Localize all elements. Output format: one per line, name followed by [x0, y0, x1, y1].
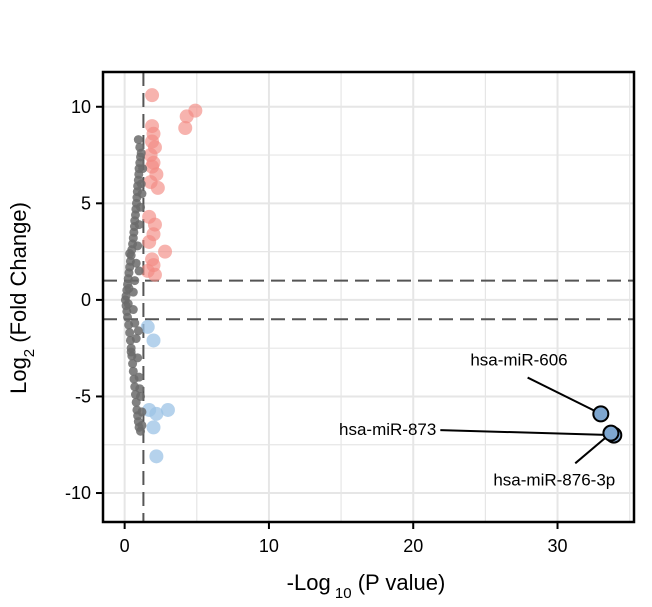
- down-point: [146, 333, 161, 348]
- y-tick-label: 0: [81, 290, 91, 310]
- ns-point: [133, 241, 143, 251]
- ns-point: [137, 189, 147, 199]
- y-axis-ticks: 10 5 0 -5 -10: [65, 97, 103, 503]
- down-point: [149, 449, 164, 464]
- ns-point: [124, 283, 134, 293]
- x-axis-title: -Log 10 (P value): [287, 570, 446, 602]
- down-point: [140, 319, 155, 334]
- y-tick-label: -10: [65, 483, 91, 503]
- callout-line: [527, 376, 602, 415]
- ns-point: [137, 407, 147, 417]
- ns-point: [130, 276, 140, 286]
- ns-point: [126, 347, 136, 357]
- ns-point: [134, 372, 144, 382]
- point-label: hsa-miR-873: [339, 420, 436, 439]
- x-tick-label: 30: [548, 536, 568, 556]
- up-point: [145, 88, 160, 103]
- ns-point: [134, 220, 144, 230]
- highlight-point: [592, 405, 610, 423]
- ns-point: [138, 164, 148, 174]
- up-point: [143, 175, 158, 190]
- y-tick-label: -5: [75, 386, 91, 406]
- up-point: [147, 267, 162, 282]
- ns-point: [128, 366, 138, 376]
- up-point: [188, 103, 203, 118]
- ns-point: [136, 179, 146, 189]
- up-point: [178, 121, 193, 136]
- ns-point: [133, 353, 143, 363]
- data-points: [120, 88, 203, 464]
- x-tick-label: 10: [259, 536, 279, 556]
- down-point: [160, 402, 175, 417]
- x-axis-ticks: 0 10 20 30: [120, 522, 568, 556]
- ns-point: [133, 135, 143, 145]
- ns-point: [136, 148, 146, 158]
- ns-point: [136, 391, 146, 401]
- y-tick-label: 10: [71, 97, 91, 117]
- ns-point: [130, 318, 140, 328]
- ns-point: [123, 299, 133, 309]
- ns-point: [125, 328, 135, 338]
- ns-point: [125, 249, 135, 259]
- up-point: [158, 244, 173, 259]
- down-point: [149, 406, 164, 421]
- annotations: hsa-miR-606 hsa-miR-873 hsa-miR-876-3p: [339, 351, 623, 489]
- ns-point: [131, 334, 141, 344]
- grid-layer: [103, 72, 634, 522]
- point-label: hsa-miR-876-3p: [493, 470, 615, 489]
- ns-point: [137, 420, 147, 430]
- highlight-point: [602, 424, 620, 442]
- ns-point: [128, 359, 138, 369]
- ns-point: [133, 326, 143, 336]
- ns-point: [128, 305, 138, 315]
- ns-point: [123, 312, 133, 322]
- ns-point: [136, 202, 146, 212]
- plot-border: [101, 70, 636, 524]
- ns-point: [134, 266, 144, 276]
- point-label: hsa-miR-606: [470, 351, 567, 370]
- up-point: [142, 234, 157, 249]
- down-point: [146, 420, 161, 435]
- y-tick-label: 5: [81, 193, 91, 213]
- ns-point: [131, 258, 141, 268]
- threshold-lines: [103, 72, 634, 522]
- y-axis-title: Log2 (Fold Change): [6, 202, 38, 394]
- ns-point: [135, 384, 145, 394]
- x-tick-label: 20: [403, 536, 423, 556]
- x-tick-label: 0: [120, 536, 130, 556]
- callout-line: [440, 429, 614, 437]
